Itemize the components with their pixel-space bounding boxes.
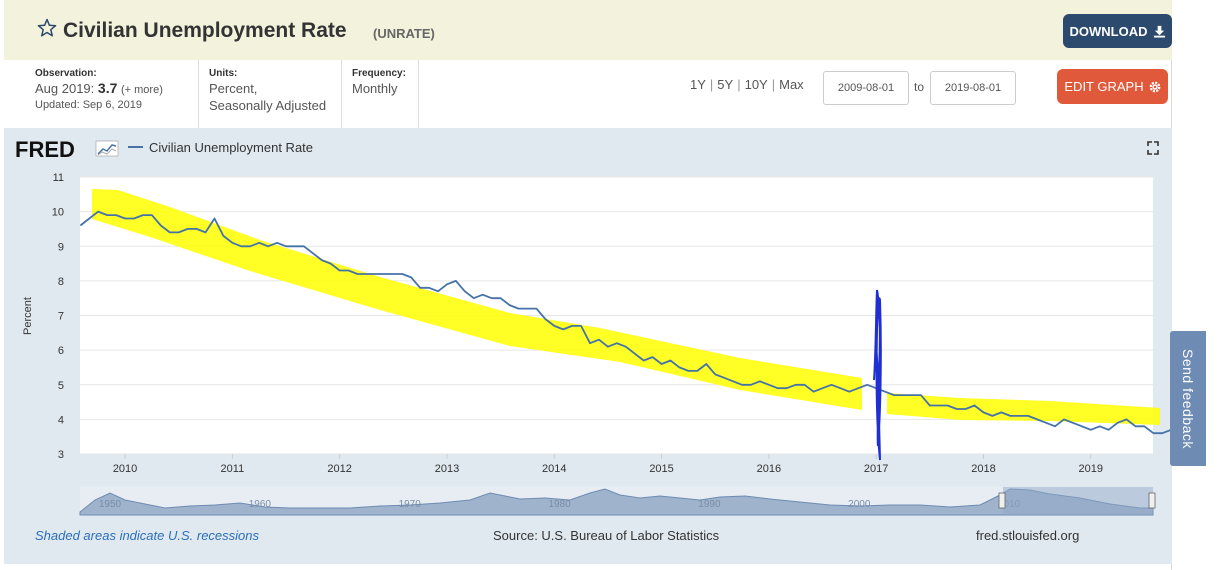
observation-date: Aug 2019: (35, 81, 95, 96)
navigator-tick-label: 1960 (249, 499, 272, 510)
highlight-stroke (92, 189, 862, 410)
y-tick-label: 7 (58, 311, 64, 323)
navigator-tick-label: 1970 (399, 499, 422, 510)
frequency-value: Monthly (352, 81, 398, 96)
range-1y-link[interactable]: 1Y (690, 77, 706, 92)
gear-icon (1149, 81, 1161, 92)
legend-label: Civilian Unemployment Rate (149, 140, 313, 155)
navigator-tick-label: 2000 (848, 499, 871, 510)
range-max-link[interactable]: Max (779, 77, 804, 92)
x-tick-label: 2016 (757, 463, 781, 475)
y-axis-label: Percent (22, 297, 34, 335)
observation-line: Aug 2019: 3.7 (+ more) (35, 80, 198, 98)
start-date-input[interactable]: 2009-08-01 (823, 71, 909, 105)
x-tick-label: 2017 (864, 463, 888, 475)
units-label: Units: (209, 68, 238, 79)
series-id: (UNRATE) (373, 26, 435, 41)
y-tick-label: 10 (52, 207, 64, 219)
navigator-selection (1003, 487, 1153, 515)
download-icon (1153, 25, 1165, 38)
navigator-handle-right (1148, 492, 1156, 509)
frequency-info: Frequency: Monthly (342, 60, 419, 128)
edit-graph-label: EDIT GRAPH (1064, 79, 1144, 94)
series-line (79, 210, 1172, 435)
site-url: fred.stlouisfed.org (976, 528, 1080, 543)
y-tick-label: 3 (58, 449, 64, 461)
y-tick-label: 11 (53, 172, 64, 184)
x-tick-label: 2018 (971, 463, 995, 475)
navigator[interactable]: 1950196019701980199020002010 (79, 487, 1156, 516)
range-10y-link[interactable]: 10Y (744, 77, 768, 92)
observation-more-link[interactable]: (+ more) (121, 84, 163, 96)
range-links: 1Y | 5Y | 10Y | Max (690, 77, 804, 92)
x-tick-label: 2013 (435, 463, 459, 475)
y-tick-label: 6 (58, 345, 64, 357)
highlight-annotations (92, 189, 1160, 425)
navigator-tick-label: 1990 (698, 499, 721, 510)
range-separator: | (771, 77, 776, 92)
x-tick-label: 2015 (649, 463, 673, 475)
chart-panel: FRED Civilian Unemployment Rate (4, 128, 1172, 564)
units-line1: Percent, (209, 81, 258, 96)
page-gutter (1172, 0, 1218, 570)
end-date-input[interactable]: 2019-08-01 (930, 71, 1016, 105)
download-label: DOWNLOAD (1069, 23, 1148, 39)
x-tick-label: 2014 (542, 463, 566, 475)
observation-value: 3.7 (97, 80, 118, 96)
y-tick-labels: 3 4 5 6 7 8 9 10 11 (52, 172, 64, 461)
chart[interactable]: FRED Civilian Unemployment Rate (4, 128, 1172, 564)
x-tick-label: 2012 (327, 463, 351, 475)
updated-date: Updated: Sep 6, 2019 (35, 99, 143, 111)
download-button[interactable]: DOWNLOAD (1063, 14, 1172, 48)
edit-graph-button[interactable]: EDIT GRAPH (1057, 69, 1168, 104)
fred-logo-text: FRED (15, 137, 75, 162)
y-tick-label: 4 (58, 414, 64, 426)
fullscreen-icon[interactable] (1147, 141, 1159, 155)
recessions-note-link[interactable]: Shaded areas indicate U.S. recessions (35, 528, 260, 543)
highlight-stroke (887, 393, 1160, 425)
x-tick-label: 2010 (113, 463, 137, 475)
units-line2: Seasonally Adjusted (209, 98, 327, 113)
page-title: Civilian Unemployment Rate (63, 19, 347, 42)
navigator-handle-left (998, 492, 1006, 509)
navigator-tick-label: 1980 (548, 499, 571, 510)
navigator-tick-label: 1950 (99, 499, 122, 510)
x-tick-label: 2011 (221, 463, 245, 475)
observation-info: Observation: Aug 2019: 3.7 (+ more) Upda… (35, 60, 199, 128)
send-feedback-tab[interactable]: Send feedback (1170, 331, 1206, 466)
to-label: to (914, 80, 925, 94)
graph-container: Civilian Unemployment Rate (UNRATE) DOWN… (4, 0, 1172, 570)
pen-annotation (873, 289, 882, 461)
x-tick-label: 2019 (1079, 463, 1103, 475)
x-tick-labels: 2010 2011 2012 2013 2014 2015 2016 2017 2018 2019 (113, 463, 1103, 475)
send-feedback-label: Send feedback (1180, 348, 1196, 449)
legend: Civilian Unemployment Rate (128, 140, 313, 155)
y-tick-label: 8 (58, 276, 64, 288)
observation-label: Observation: (35, 68, 97, 79)
y-tick-label: 5 (58, 380, 64, 392)
source-text: Source: U.S. Bureau of Labor Statistics (493, 528, 720, 543)
frequency-label: Frequency: (352, 68, 406, 79)
range-separator: | (709, 77, 714, 92)
range-5y-link[interactable]: 5Y (717, 77, 734, 92)
title-bar: Civilian Unemployment Rate (UNRATE) DOWN… (4, 0, 1172, 60)
star-icon[interactable] (37, 18, 57, 38)
units-info: Units: Percent, Seasonally Adjusted (199, 60, 342, 128)
y-tick-label: 9 (58, 241, 64, 253)
fred-logo: FRED (15, 137, 119, 162)
range-separator: | (737, 77, 741, 92)
